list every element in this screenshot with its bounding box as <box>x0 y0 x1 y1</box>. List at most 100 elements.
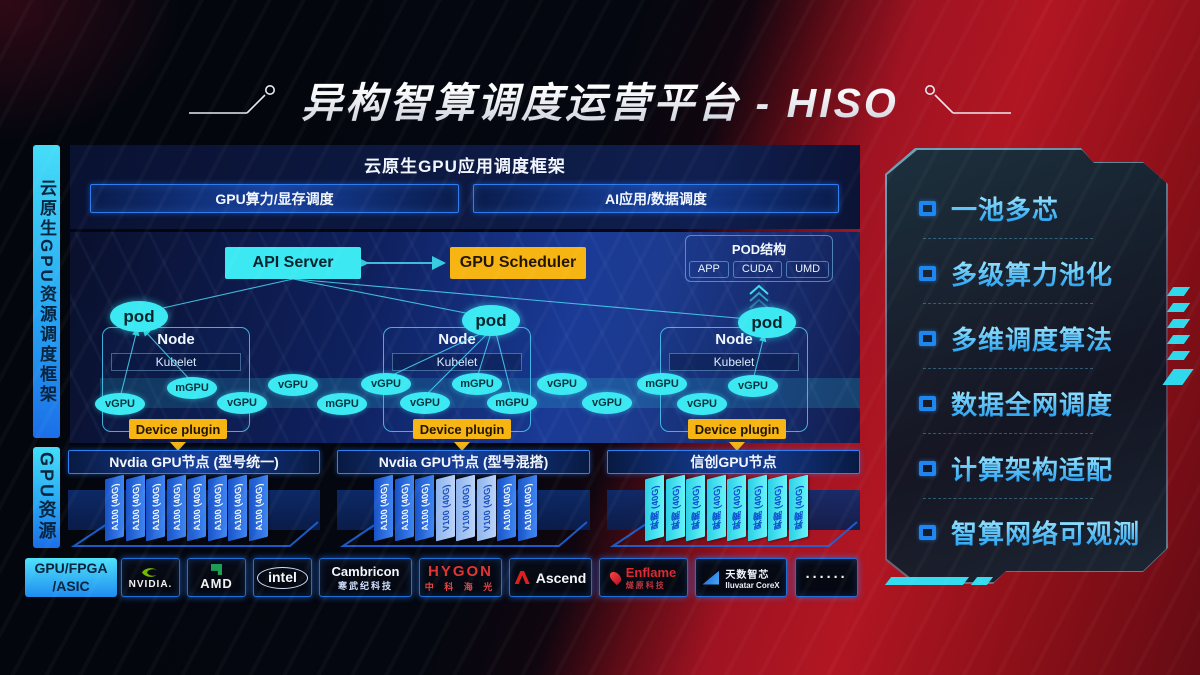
device-plugin-box-2: Device plugin <box>413 419 511 439</box>
checkbox-icon <box>919 265 936 281</box>
nvidia-logo-icon <box>141 567 156 577</box>
gpu-card-ascend: 昇腾 (40G) <box>645 474 664 542</box>
gpu-card-ascend: 昇腾 (40G) <box>706 474 726 542</box>
feature-item-4: 数据全网调度 <box>919 383 1113 423</box>
pod-structure-title: POD结构 <box>731 242 787 257</box>
intel-logo: intel <box>257 566 308 589</box>
vendor-nvidia: NVIDIA. <box>121 558 180 597</box>
feature-separator <box>923 238 1093 239</box>
device-plugin-box-3: Device plugin <box>688 419 786 439</box>
feature-label: 一池多芯 <box>951 190 1059 227</box>
gpu-card-v100: V100 (40G) <box>456 474 475 542</box>
gpu-card-a100: A100 (40G) <box>497 474 516 542</box>
kubelet-bar: Kubelet <box>669 353 799 371</box>
gpu-card-a100: A100 (40G) <box>187 474 206 542</box>
feature-item-5: 计算架构适配 <box>919 448 1113 488</box>
vendor-subname: Iluvatar CoreX <box>725 580 780 590</box>
gpu-scheduler-box: GPU Scheduler <box>450 247 586 279</box>
rail-hardware-types: GPU/FPGA /ASIC <box>25 558 117 597</box>
gpu-group-bar-xinchuang: 信创GPU节点 <box>607 450 860 474</box>
gpu-card-ascend: 昇腾 (40G) <box>747 474 767 542</box>
pod-ellipse-2: pod <box>462 305 520 336</box>
feature-label: 智算网络可观测 <box>951 514 1140 551</box>
bar-ai-data-scheduling: AI应用/数据调度 <box>473 184 839 213</box>
iluvatar-logo-icon <box>702 570 720 585</box>
pod-structure-cells: APP CUDA UMD <box>686 261 832 278</box>
title-row: 异构智算调度运营平台 - HISO <box>0 70 1200 128</box>
circuit-left-icon <box>189 85 276 114</box>
mgpu-ellipse: mGPU <box>317 393 367 415</box>
hazard-stripe-icon <box>1166 319 1191 328</box>
feature-label: 计算架构适配 <box>951 450 1113 487</box>
architecture-panel: Node Kubelet Node Kubelet Node Kubelet <box>70 232 860 443</box>
vgpu-ellipse: vGPU <box>677 393 727 415</box>
vgpu-ellipse: vGPU <box>537 373 587 395</box>
vgpu-ellipse: vGPU <box>217 392 267 414</box>
gpu-group-bar-nvidia-mixed: Nvdia GPU节点 (型号混搭) <box>337 450 590 474</box>
vendor-amd: AMD <box>187 558 246 597</box>
gpu-card-a100: A100 (40G) <box>125 474 145 542</box>
vgpu-ellipse: vGPU <box>95 393 145 415</box>
feature-item-1: 一池多芯 <box>919 188 1059 228</box>
pod-up-arrow-icon <box>749 284 769 309</box>
feature-label: 多级算力池化 <box>951 255 1113 292</box>
rail-cloud-native-gpu-framework: 云原生GPU资源调度框架 <box>33 145 60 438</box>
mgpu-ellipse: mGPU <box>167 377 217 399</box>
gpu-card-a100: A100 (40G) <box>228 474 247 542</box>
vendor-name: Ascend <box>535 569 587 586</box>
gpu-card-a100: A100 (40G) <box>374 474 393 542</box>
pod-cell-cuda: CUDA <box>732 261 783 278</box>
feature-separator <box>923 433 1093 434</box>
corner-accent <box>884 577 970 585</box>
gpu-card-a100: A100 (40G) <box>415 474 434 542</box>
feature-label: 数据全网调度 <box>951 385 1113 422</box>
gpu-card-a100: A100 (40G) <box>166 474 186 542</box>
device-plugin-box-1: Device plugin <box>129 419 227 439</box>
gpu-card-ascend: 昇腾 (40G) <box>727 474 746 542</box>
node-title: Node <box>157 331 195 348</box>
node-title: Node <box>715 331 753 348</box>
checkbox-icon <box>919 524 936 540</box>
api-server-box: API Server <box>225 247 361 279</box>
kubelet-bar: Kubelet <box>392 353 522 371</box>
vgpu-ellipse: vGPU <box>728 375 778 397</box>
mgpu-ellipse: mGPU <box>637 373 687 395</box>
arrow-down-icon <box>729 442 745 451</box>
arrow-down-icon <box>454 442 470 451</box>
checkbox-icon <box>919 330 936 346</box>
circuit-right-icon <box>924 85 1011 114</box>
gpu-card-a100: A100 (40G) <box>105 474 124 542</box>
feature-label: 多维调度算法 <box>951 320 1113 357</box>
rail-gpu-resource: GPU资源 <box>33 447 60 548</box>
vendor-intel: intel <box>253 558 312 597</box>
platform-outlines <box>70 521 858 547</box>
page-title: 异构智算调度运营平台 - HISO <box>301 69 899 129</box>
ascend-logo-icon <box>514 571 530 584</box>
vendor-subname: 寒武纪科技 <box>337 580 393 591</box>
vendor-hygon: HYGON 中 科 海 光 <box>419 558 502 597</box>
gpu-card-a100: A100 (40G) <box>207 474 227 542</box>
vgpu-ellipse: vGPU <box>361 373 411 395</box>
vendor-iluvatar: 天数智芯 Iluvatar CoreX <box>695 558 787 597</box>
ellipsis-label: ······ <box>805 569 848 586</box>
pod-cell-app: APP <box>688 261 729 278</box>
vendor-cambricon: Cambricon 寒武纪科技 <box>319 558 412 597</box>
amd-logo-icon <box>211 564 222 575</box>
gpu-card-a100: A100 (40G) <box>146 474 165 542</box>
hazard-stripe-icon <box>1166 287 1191 296</box>
arrow-down-icon <box>170 442 186 451</box>
pod-ellipse-3: pod <box>738 307 796 338</box>
vgpu-ellipse: vGPU <box>400 392 450 414</box>
gpu-card-ascend: 昇腾 (40G) <box>665 474 685 542</box>
gpu-card-a100: A100 (40G) <box>394 474 414 542</box>
vendor-more: ······ <box>795 558 858 597</box>
vgpu-ellipse: vGPU <box>268 374 318 396</box>
pod-cell-umd: UMD <box>786 261 830 278</box>
vendor-name: Cambricon <box>331 563 400 579</box>
feature-separator <box>923 303 1093 304</box>
gpu-card-a100: A100 (40G) <box>248 474 268 542</box>
vendor-name: HYGON <box>427 562 493 580</box>
pod-structure-box: POD结构 APP CUDA UMD <box>685 235 833 282</box>
vendor-subname: 燧原科技 <box>625 580 666 590</box>
